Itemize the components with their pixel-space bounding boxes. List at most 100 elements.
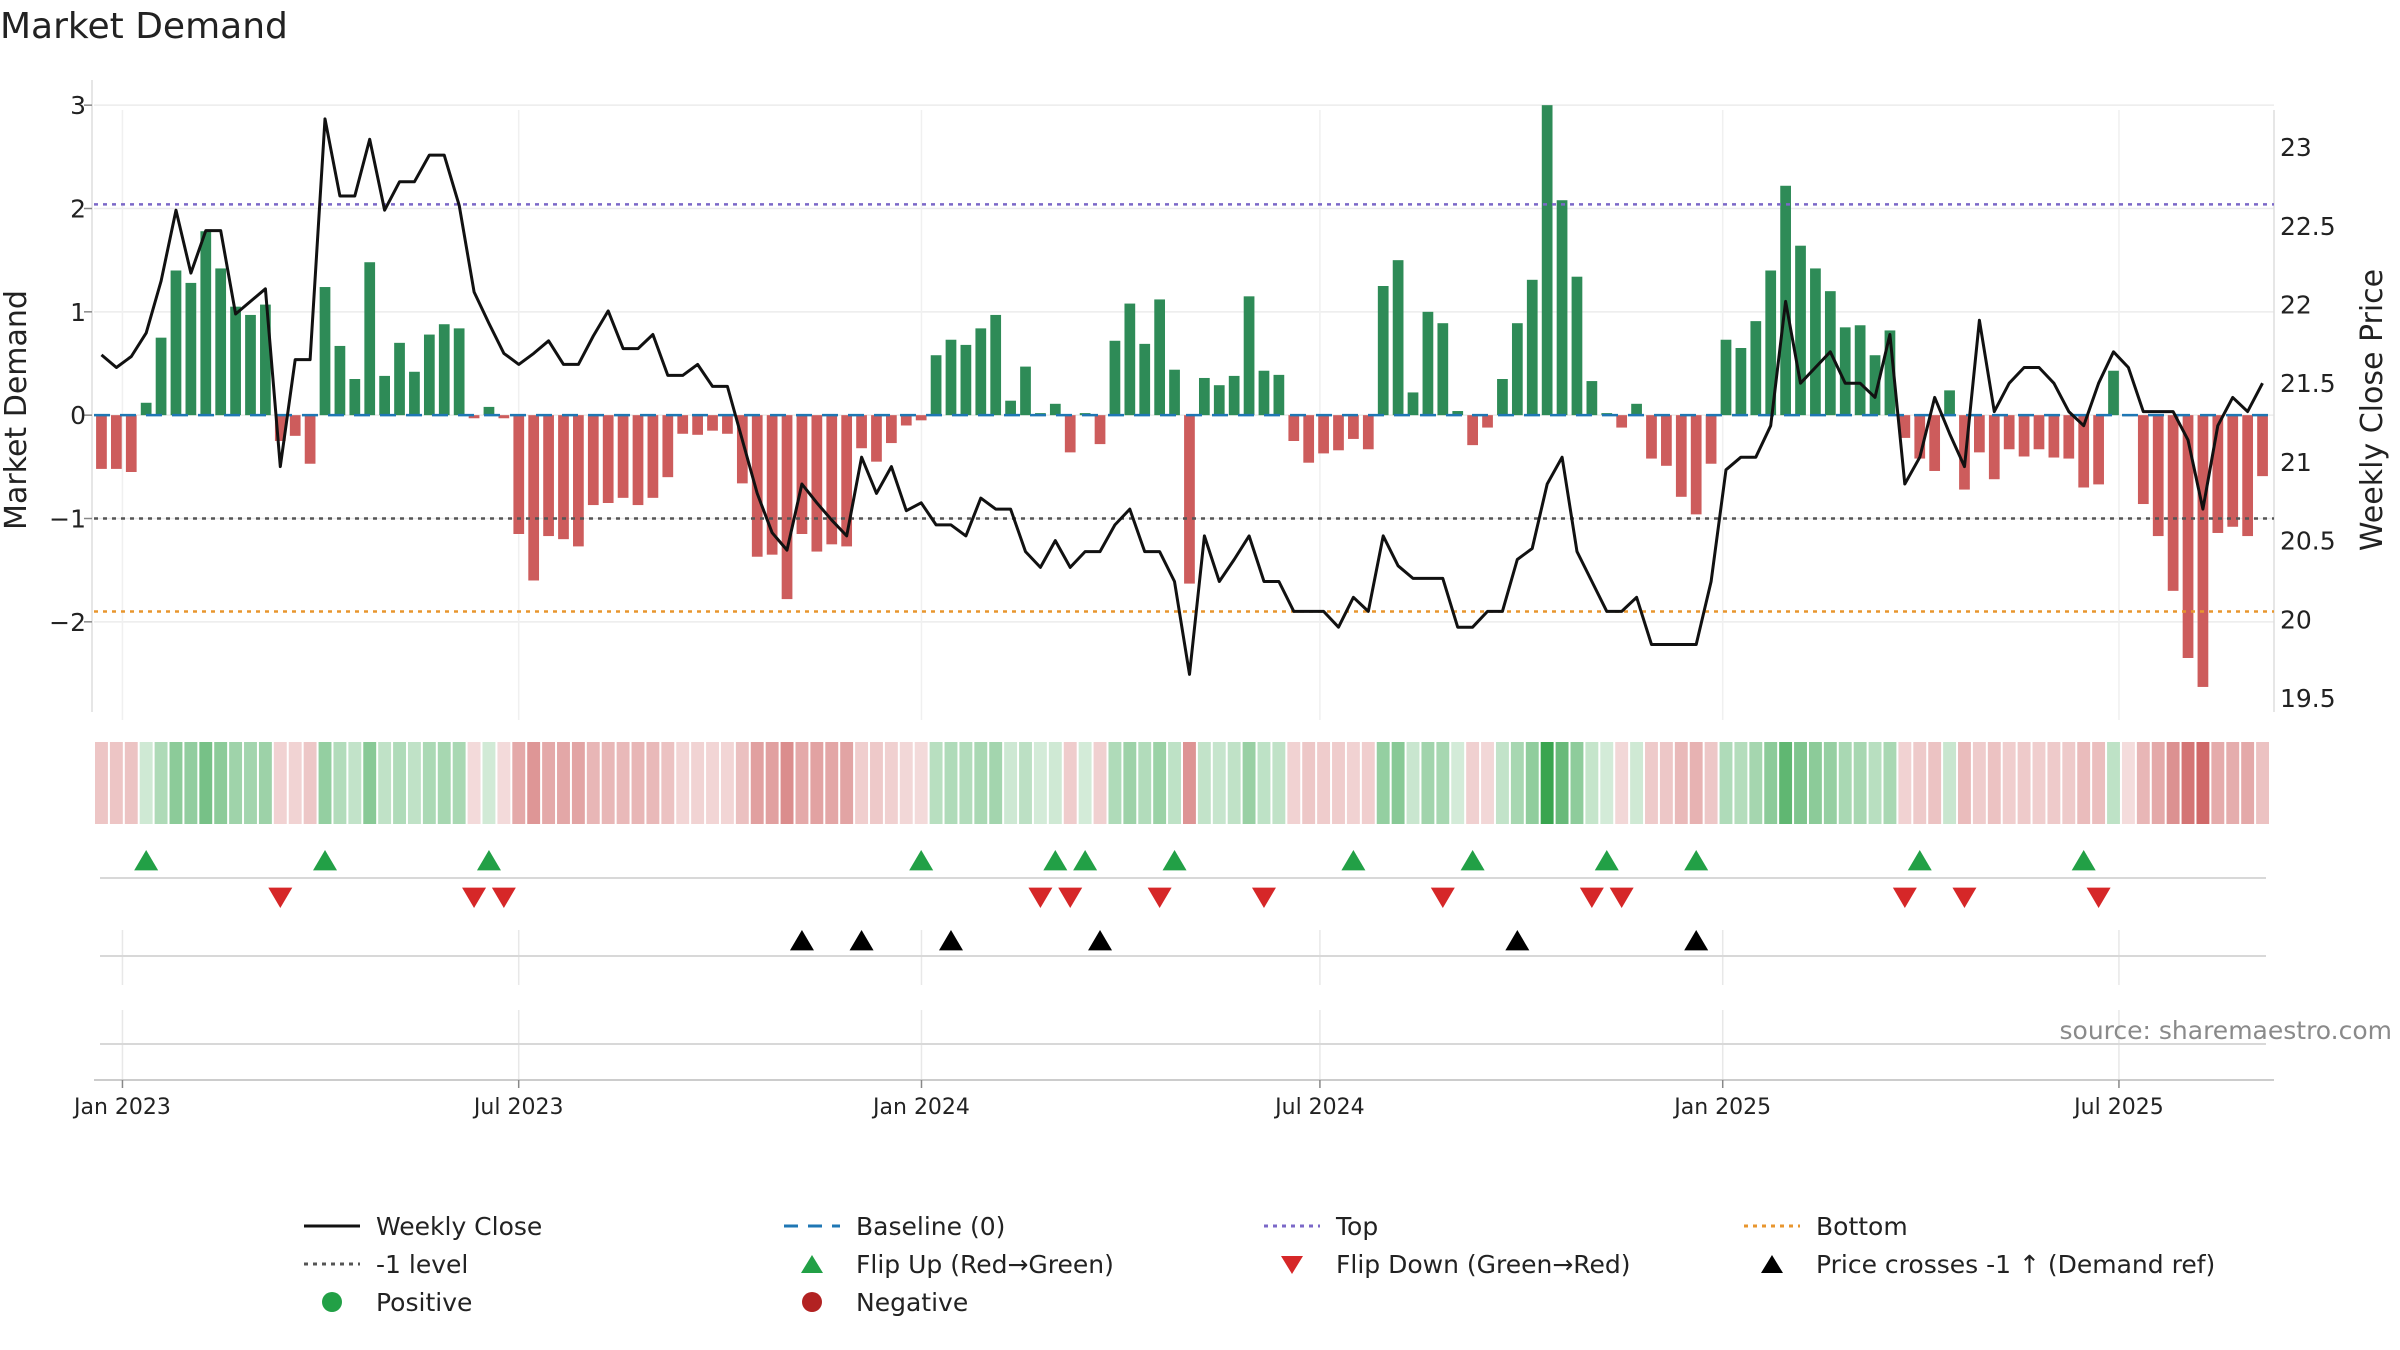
demand-bar: [319, 287, 331, 416]
right-tick-label: 19.5: [2280, 684, 2336, 713]
heat-cell: [2121, 742, 2135, 824]
demand-bar: [2063, 415, 2075, 459]
flip-down-marker: [1058, 887, 1083, 908]
heat-cell: [1197, 742, 1211, 824]
demand-bar: [1839, 327, 1851, 416]
heat-cell: [1570, 742, 1584, 824]
demand-bar: [1124, 303, 1136, 416]
demand-bar: [1482, 415, 1493, 428]
heat-cell: [825, 742, 839, 824]
legend-cross: Price crosses -1 ↑ (Demand ref): [1740, 1246, 2215, 1282]
demand-bar: [2152, 415, 2164, 537]
heat-cell: [2002, 742, 2016, 824]
demand-bar: [796, 415, 808, 534]
heat-cell: [1704, 742, 1718, 824]
demand-bar: [1884, 330, 1896, 416]
demand-bar: [483, 406, 495, 416]
heat-cell: [1332, 742, 1345, 824]
heat-cell: [303, 742, 317, 824]
flip-down-marker: [1430, 887, 1455, 908]
heat-cell: [1212, 742, 1226, 824]
x-tick-label: Jan 2025: [1672, 1095, 1771, 1120]
negative-dot-icon: [802, 1292, 822, 1312]
demand-bar: [707, 415, 718, 431]
demand-bar: [587, 415, 599, 506]
heat-cell: [1764, 742, 1778, 824]
demand-bar: [662, 415, 674, 478]
heat-cell: [899, 742, 913, 824]
right-tick-label: 20.5: [2280, 527, 2336, 556]
legend-positive: Positive: [300, 1284, 472, 1320]
heat-cell: [1510, 742, 1524, 824]
demand-bar: [1988, 415, 2000, 480]
heat-cell: [407, 742, 421, 824]
left-tick-label: 2: [70, 195, 86, 224]
heat-cell: [1063, 742, 1077, 824]
demand-bar: [1735, 348, 1747, 416]
demand-bar: [1422, 311, 1434, 416]
legend-baseline-label: Baseline (0): [856, 1211, 1006, 1241]
heat-cell: [840, 742, 854, 824]
demand-bar: [2242, 415, 2254, 537]
legend-weekly-close: Weekly Close: [300, 1208, 542, 1244]
heat-cell: [706, 742, 719, 824]
flip-up-marker: [476, 850, 501, 871]
demand-bar: [573, 415, 584, 547]
heat-cell: [348, 742, 362, 824]
minus1-swatch: [304, 1262, 360, 1266]
heat-cell: [1794, 742, 1807, 824]
heat-cell: [1227, 742, 1241, 824]
demand-bar: [1690, 415, 1702, 515]
legend-bottom: Bottom: [1740, 1208, 1908, 1244]
heat-cell: [2136, 742, 2150, 824]
heat-cell: [2062, 742, 2076, 824]
flip-down-marker: [491, 887, 516, 908]
cross-marker: [849, 930, 874, 951]
heat-cell: [1898, 742, 1912, 824]
demand-bar: [856, 415, 867, 449]
heat-cell: [780, 742, 794, 824]
heat-cell: [735, 742, 749, 824]
demand-bar: [1288, 415, 1300, 441]
demand-bar: [900, 415, 912, 426]
flip-up-marker: [909, 850, 934, 871]
right-tick-label: 22: [2280, 291, 2312, 320]
x-tick-label: Jul 2023: [472, 1095, 564, 1120]
heat-cell: [1689, 742, 1703, 824]
legend-flip-up-label: Flip Up (Red→Green): [856, 1249, 1114, 1279]
demand-bar: [1586, 381, 1598, 416]
heat-cell: [601, 742, 615, 824]
demand-bar: [170, 270, 182, 416]
demand-bar: [811, 415, 823, 552]
weekly-close-line: [100, 117, 2264, 676]
legend-bottom-label: Bottom: [1816, 1211, 1908, 1241]
demand-bar: [1556, 200, 1568, 416]
flip-down-marker: [462, 887, 487, 908]
flip-up-marker: [1594, 850, 1619, 871]
heat-cell: [512, 742, 526, 824]
demand-bar: [602, 415, 614, 503]
right-axis-label: Weekly Close Price: [2355, 269, 2390, 551]
left-tick-label: −1: [49, 505, 86, 534]
demand-bar: [1407, 392, 1419, 416]
demand-bar: [1303, 415, 1315, 463]
demand-bar: [334, 345, 346, 416]
demand-bar: [1750, 321, 1762, 416]
demand-bar: [632, 415, 644, 506]
demand-bar: [2137, 415, 2149, 505]
cross-marker: [938, 930, 963, 951]
flip-up-marker: [1341, 850, 1366, 871]
demand-bar: [1243, 296, 1255, 416]
heat-cell: [720, 742, 734, 824]
heat-cell: [1168, 742, 1181, 824]
heat-cell: [929, 742, 943, 824]
heat-cell: [273, 742, 287, 824]
left-tick-label: −2: [49, 608, 86, 637]
heat-cell: [467, 742, 481, 824]
demand-bar: [826, 415, 838, 545]
demand-bar: [1064, 415, 1076, 453]
demand-bar: [1467, 415, 1478, 446]
demand-bar: [677, 415, 689, 434]
demand-bar: [1348, 415, 1359, 439]
flip-up-marker: [1043, 850, 1068, 871]
